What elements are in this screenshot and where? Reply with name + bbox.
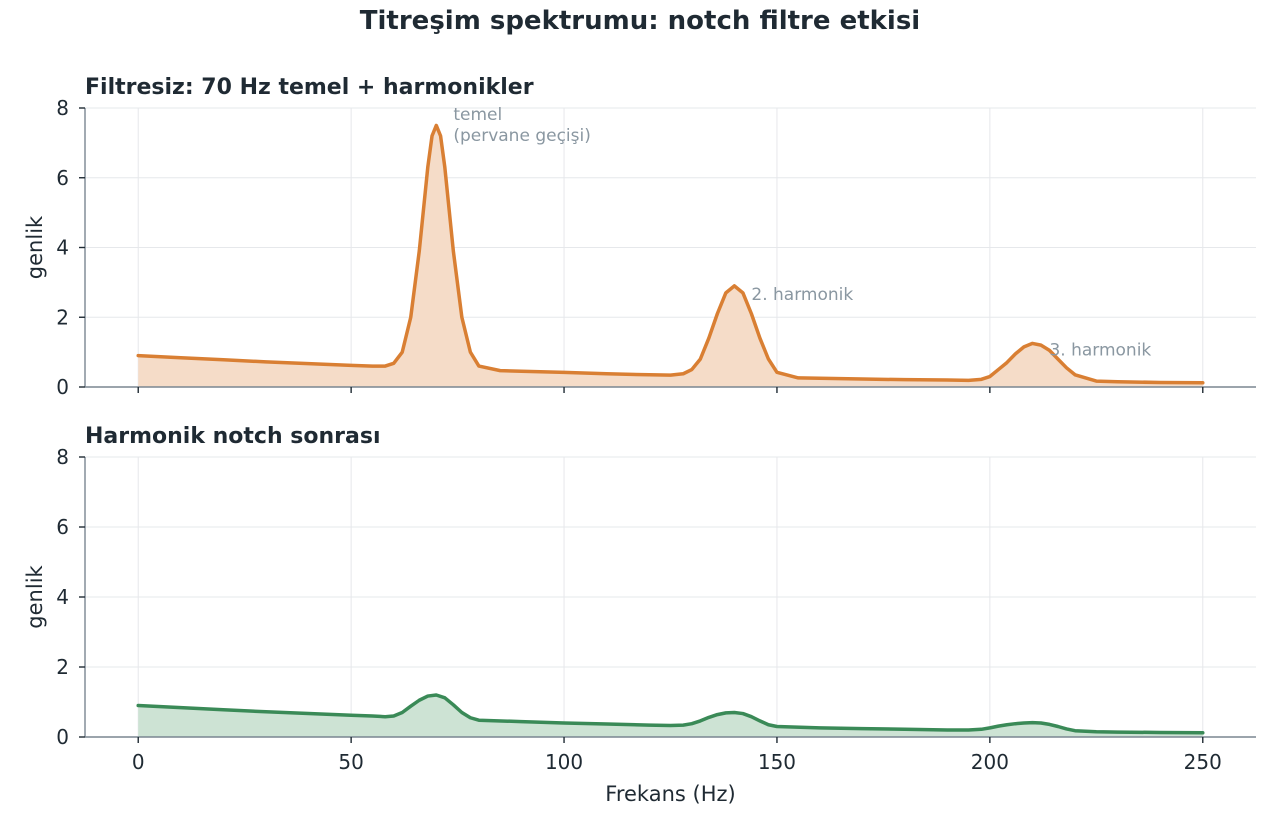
y-tick-label: 2	[56, 655, 69, 679]
y-tick-label: 8	[56, 96, 69, 120]
series-line	[136, 693, 1205, 735]
series-line	[136, 123, 1205, 385]
y-tick-label: 8	[56, 445, 69, 469]
x-tick-label: 200	[971, 750, 1009, 774]
x-tick-label: 250	[1184, 750, 1222, 774]
x-tick-label: 50	[338, 750, 363, 774]
y-tick-label: 0	[56, 375, 69, 399]
x-axis-label: Frekans (Hz)	[605, 782, 735, 806]
x-tick-label: 150	[758, 750, 796, 774]
panel-unfiltered: 0 2 4 6 8 Filtresiz: 70 Hz temel + harmonikle…	[23, 75, 1256, 399]
y-tick-label: 6	[56, 515, 69, 539]
y-axis-label: genlik	[23, 564, 47, 628]
x-tick-label: 100	[545, 750, 583, 774]
y-tick-label: 4	[56, 585, 69, 609]
annotation-label: 3. harmonik	[1049, 341, 1151, 361]
annotation-label: (pervane geçişi)	[453, 126, 591, 146]
y-tick-label: 6	[56, 166, 69, 190]
annotation-label: 2. harmonik	[751, 285, 853, 305]
annotation-label: temel	[453, 105, 502, 125]
y-axis-label: genlik	[23, 215, 47, 279]
y-tick-label: 2	[56, 305, 69, 329]
y-tick-label: 4	[56, 236, 69, 260]
panel-notched: 0 2 4 6 8 0 50 100 150 200 250 Harmonik notch sonra…	[23, 424, 1256, 806]
y-tick-label: 0	[56, 725, 69, 749]
panel-title: Harmonik notch sonrası	[85, 424, 381, 449]
figure-title: Titreşim spektrumu: notch filtre etkisi	[360, 6, 920, 36]
panel-title: Filtresiz: 70 Hz temel + harmonikler	[85, 75, 534, 100]
series-area-fill	[138, 695, 1203, 737]
x-tick-label: 0	[132, 750, 145, 774]
